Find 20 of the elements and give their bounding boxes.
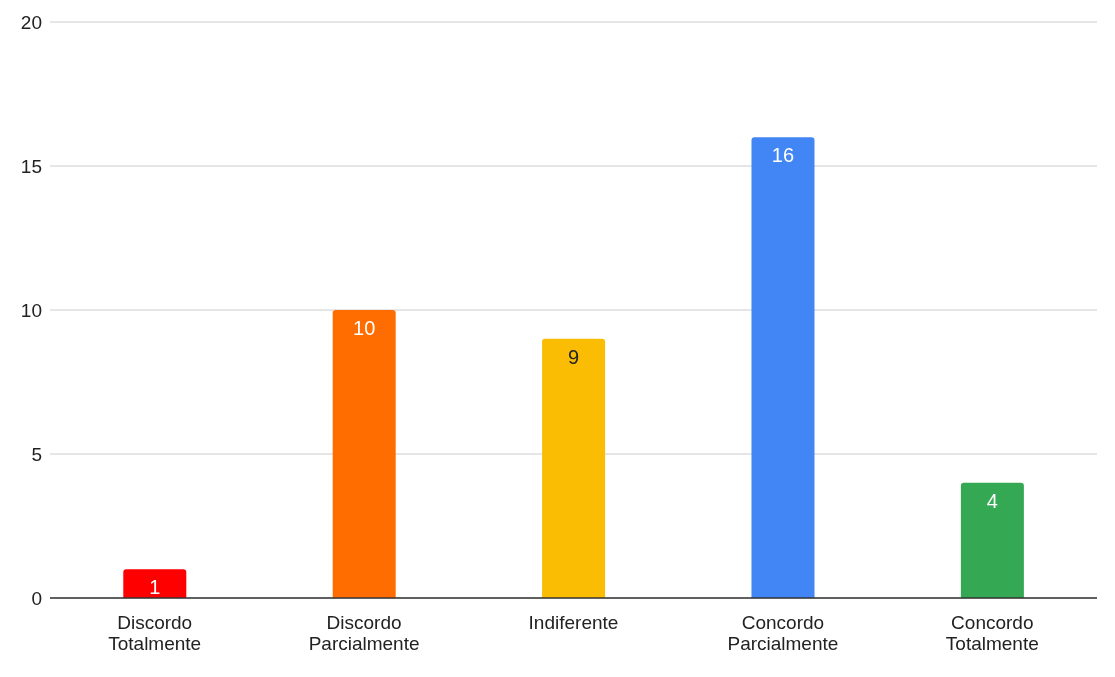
x-tick-label: Discordo Parcialmente bbox=[308, 612, 420, 654]
data-label: 16 bbox=[771, 144, 795, 167]
bar bbox=[751, 137, 815, 598]
bar bbox=[332, 310, 396, 598]
data-label: 1 bbox=[149, 576, 161, 599]
y-tick-label: 15 bbox=[20, 155, 42, 177]
data-label: 4 bbox=[986, 490, 998, 513]
data-label: 10 bbox=[353, 317, 376, 340]
y-tick-label: 0 bbox=[31, 587, 42, 609]
x-tick-label: Concordo Totalmente bbox=[945, 612, 1039, 654]
y-tick-label: 10 bbox=[20, 299, 42, 321]
bar bbox=[960, 482, 1024, 598]
y-tick-label: 5 bbox=[31, 443, 42, 465]
x-tick-label: Concordo Parcialmente bbox=[727, 612, 839, 654]
bar bbox=[542, 338, 606, 598]
x-tick-label: Indiferente bbox=[528, 612, 619, 634]
bar bbox=[123, 569, 187, 598]
data-label: 9 bbox=[568, 346, 580, 369]
y-tick-label: 20 bbox=[20, 11, 42, 33]
x-tick-label: Discordo Totalmente bbox=[108, 612, 202, 654]
